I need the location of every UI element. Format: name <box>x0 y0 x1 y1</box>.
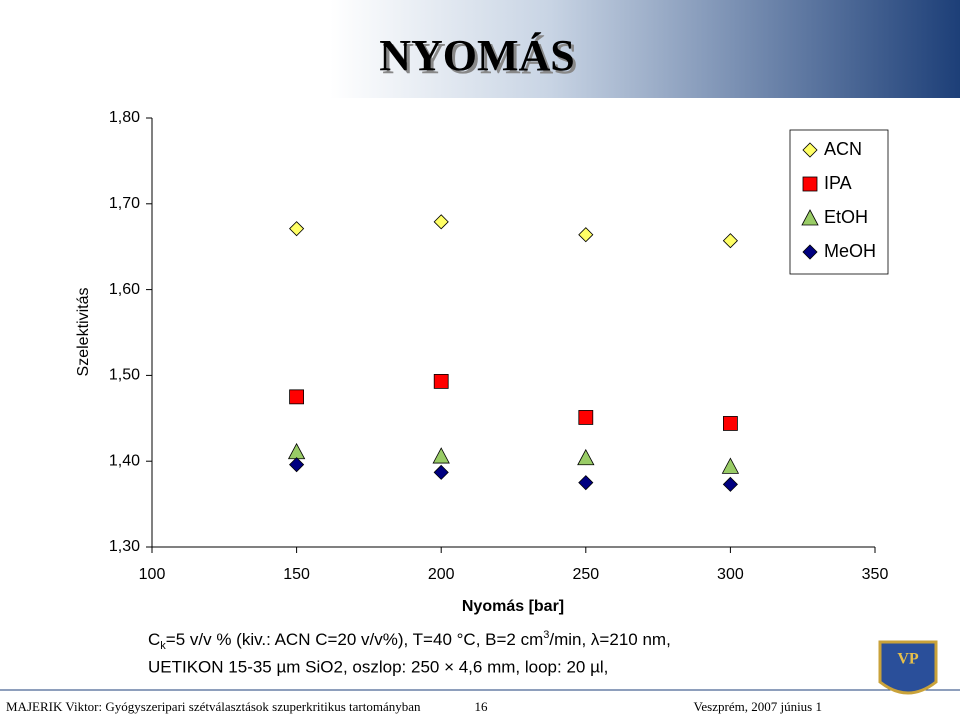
point <box>432 447 450 464</box>
point <box>287 442 306 460</box>
legend-label: EtOH <box>824 207 868 227</box>
logo <box>878 640 938 695</box>
legend-label: MeOH <box>824 241 876 261</box>
legend-swatch <box>802 244 818 260</box>
point <box>721 457 740 474</box>
point <box>433 214 449 230</box>
legend-label: ACN <box>824 139 862 159</box>
point <box>289 389 305 405</box>
point <box>289 221 305 237</box>
x-tick-label: 200 <box>428 566 455 583</box>
footer-right: Veszprém, 2007 június 1 <box>693 699 822 714</box>
point <box>722 233 738 249</box>
y-tick-label: 1,70 <box>109 195 140 212</box>
header-banner <box>330 0 960 98</box>
point <box>433 374 449 389</box>
x-tick-label: 100 <box>139 566 166 583</box>
legend-swatch <box>801 209 819 226</box>
point <box>723 416 738 431</box>
y-axis-label: Szelektivitás <box>75 288 92 377</box>
footer-page: 16 <box>475 699 489 714</box>
footer-left: MAJERIK Viktor: Gyógyszeripari szétválas… <box>6 699 421 714</box>
point <box>578 475 594 491</box>
point <box>722 476 738 492</box>
x-tick-label: 150 <box>283 566 310 583</box>
point <box>577 448 595 466</box>
point <box>433 464 449 480</box>
logo-text: VP <box>897 651 919 668</box>
x-tick-label: 300 <box>717 566 744 583</box>
x-axis-label: Nyomás [bar] <box>462 598 564 615</box>
title-shadow: NYOMÁS <box>382 34 578 83</box>
note-line: UETIKON 15-35 µm SiO2, oszlop: 250 × 4,6… <box>148 657 608 676</box>
y-tick-label: 1,60 <box>109 281 140 298</box>
point <box>289 457 305 473</box>
legend-swatch <box>802 176 818 192</box>
legend-label: IPA <box>824 173 852 193</box>
y-tick-label: 1,50 <box>109 367 140 384</box>
legend-swatch <box>802 142 818 158</box>
x-tick-label: 350 <box>862 566 889 583</box>
x-tick-label: 250 <box>572 566 599 583</box>
y-tick-label: 1,80 <box>109 109 140 126</box>
point <box>578 410 594 425</box>
slide-title: NYOMÁS <box>379 31 575 80</box>
note-line: Ck=5 v/v % (kiv.: ACN C=20 v/v%), T=40 °… <box>148 629 671 652</box>
y-tick-label: 1,30 <box>109 538 140 555</box>
y-tick-label: 1,40 <box>109 452 140 469</box>
point <box>578 227 594 243</box>
